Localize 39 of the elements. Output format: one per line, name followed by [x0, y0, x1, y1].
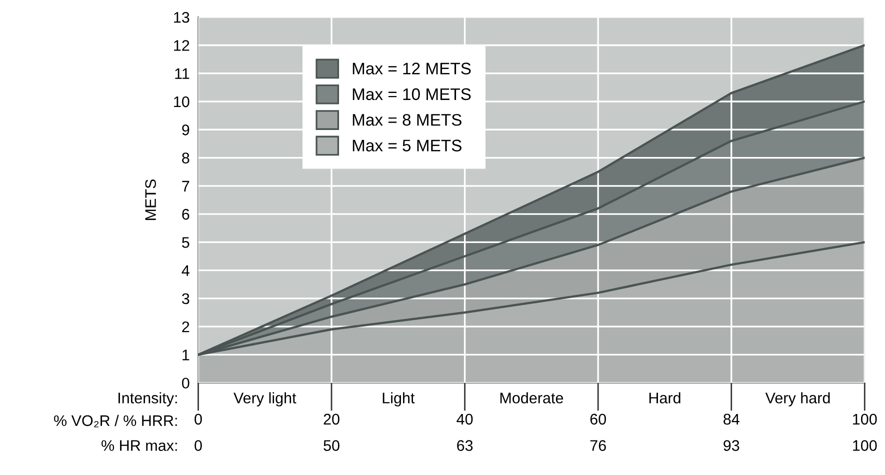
text: 50: [324, 440, 340, 451]
y-tick-label: 4: [182, 265, 190, 276]
x-tick-label: 84: [724, 414, 740, 425]
text: 63: [457, 440, 473, 451]
y-tick-label: 9: [182, 124, 190, 136]
text: Hard: [649, 392, 680, 404]
y-tick-label: 12: [174, 40, 190, 51]
text: Very light: [234, 392, 296, 406]
text: 93: [724, 440, 740, 451]
y-tick-label: 3: [182, 293, 190, 304]
x-axis-title: % VO₂R / % HRR:: [54, 414, 177, 428]
legend-label: Max = 10 METS: [352, 88, 471, 100]
x-tick-label: 20: [324, 414, 340, 425]
y-tick-label: 11: [175, 68, 190, 79]
x-tick-label: 100: [853, 414, 877, 425]
y-tick-label: 0: [182, 378, 190, 389]
y-tick-label: 13: [174, 12, 190, 23]
y-tick-label: 6: [182, 208, 190, 220]
text: Light: [382, 392, 415, 406]
y-tick-label: 5: [182, 237, 190, 248]
y-tick-label: 7: [182, 180, 190, 192]
legend-label: Max = 12 METS: [352, 62, 471, 74]
text: Very hard: [765, 392, 830, 406]
y-tick-label: 2: [182, 321, 190, 332]
y-tick-label: 10: [174, 96, 190, 108]
text: 100: [853, 440, 877, 451]
text: Moderate: [500, 392, 564, 404]
text: 0: [194, 440, 202, 451]
y-tick-label: 1: [182, 350, 190, 360]
text: 76: [590, 440, 606, 451]
legend-label: Max = 5 METS: [352, 140, 462, 152]
x-tick-label: 40: [456, 414, 473, 425]
legend-label: Max = 8 METS: [352, 114, 462, 126]
y-tick-label: 8: [182, 152, 190, 164]
text: Intensity:: [118, 392, 177, 406]
x-tick-label: 60: [590, 414, 606, 425]
x-tick-label: 0: [194, 414, 202, 425]
text: % HR max:: [102, 440, 177, 451]
y-axis-title: METS: [145, 179, 156, 220]
